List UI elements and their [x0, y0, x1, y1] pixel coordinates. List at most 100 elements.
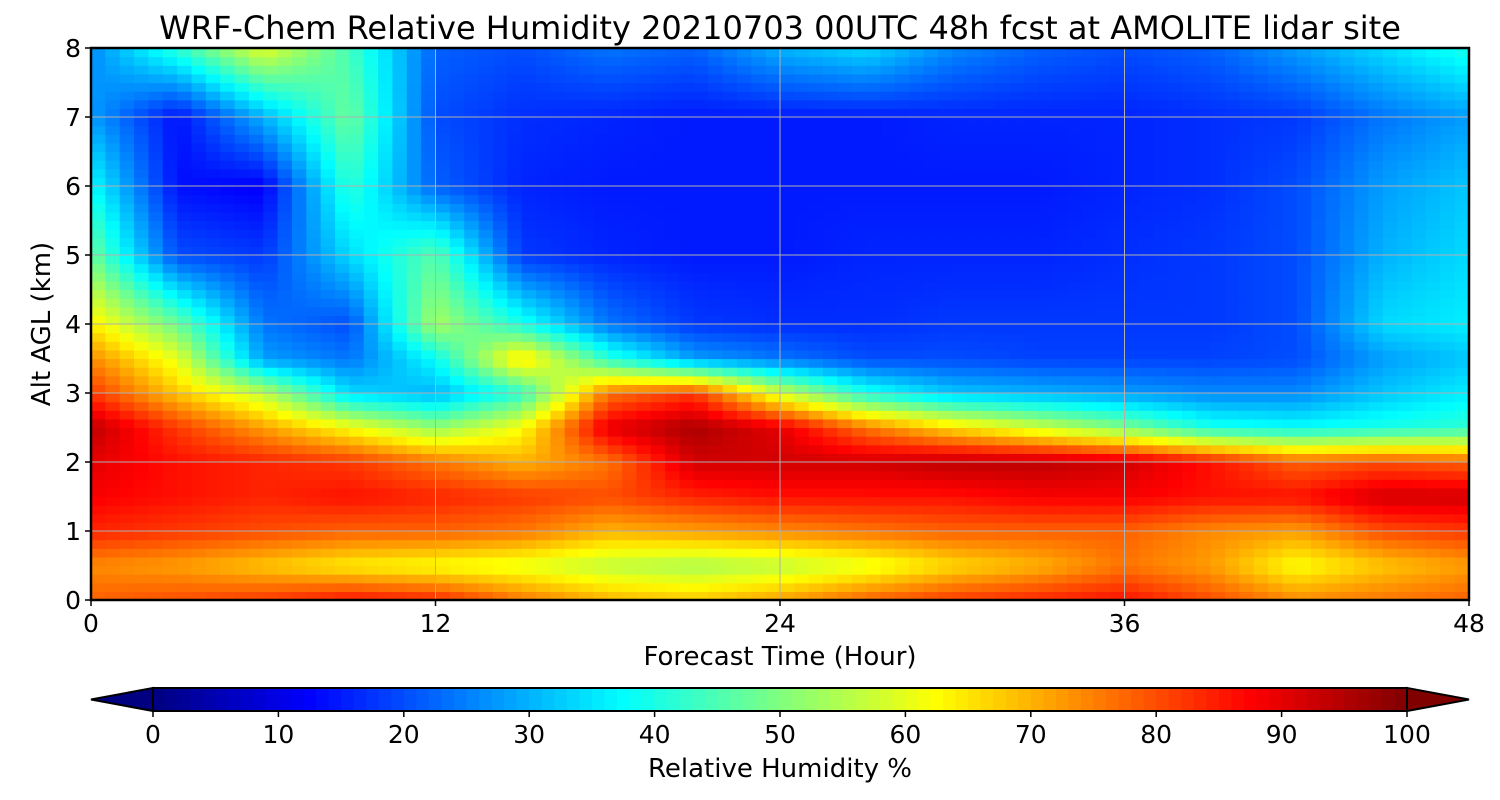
heatmap-cell [593, 220, 609, 230]
heatmap-cell [492, 479, 508, 489]
heatmap-cell [1052, 358, 1068, 368]
heatmap-cell [1124, 289, 1140, 299]
heatmap-cell [751, 151, 767, 161]
heatmap-cell [909, 556, 925, 567]
heatmap-cell [1038, 194, 1054, 204]
heatmap-cell [1167, 186, 1183, 196]
heatmap-cell [177, 168, 193, 178]
heatmap-cell [1167, 591, 1183, 600]
heatmap-cell [708, 418, 724, 429]
heatmap-cell [808, 384, 824, 394]
heatmap-cell [464, 289, 480, 299]
heatmap-cell [693, 418, 709, 429]
heatmap-cell [449, 289, 465, 299]
heatmap-cell [1167, 410, 1183, 420]
heatmap-cell [435, 401, 451, 411]
heatmap-cell [1196, 280, 1212, 291]
heatmap-cell [1224, 591, 1240, 600]
heatmap-cell [952, 427, 968, 437]
heatmap-cell [866, 298, 882, 308]
heatmap-cell [105, 591, 121, 600]
heatmap-cell [1138, 186, 1154, 196]
heatmap-cell [320, 358, 336, 368]
heatmap-cell [1253, 582, 1269, 592]
heatmap-cell [880, 401, 896, 411]
heatmap-cell [708, 160, 724, 170]
heatmap-cell [980, 332, 996, 342]
heatmap-cell [220, 203, 236, 213]
heatmap-cell [1325, 332, 1341, 342]
heatmap-cell [507, 401, 523, 411]
heatmap-cell [736, 280, 752, 291]
heatmap-cell [1181, 255, 1197, 265]
heatmap-cell [980, 513, 996, 523]
heatmap-cell [923, 246, 939, 256]
heatmap-cell [162, 522, 178, 532]
heatmap-cell [507, 539, 523, 549]
heatmap-cell [263, 272, 279, 282]
heatmap-cell [765, 436, 781, 446]
heatmap-cell [521, 263, 537, 273]
heatmap-cell [119, 220, 135, 230]
heatmap-cell [1153, 522, 1169, 532]
heatmap-cell [306, 358, 322, 368]
heatmap-cell [234, 186, 250, 196]
heatmap-cell [1425, 220, 1441, 230]
heatmap-cell [1296, 324, 1312, 334]
heatmap-cell [435, 220, 451, 230]
heatmap-cell [1095, 565, 1111, 575]
heatmap-cell [1368, 393, 1384, 403]
heatmap-cell [1196, 177, 1212, 187]
heatmap-cell [1425, 315, 1441, 325]
heatmap-cell [1095, 453, 1111, 463]
heatmap-cell [1067, 280, 1083, 291]
heatmap-cell [378, 332, 394, 342]
heatmap-cell [1425, 427, 1441, 437]
heatmap-cell [722, 220, 738, 230]
heatmap-cell [679, 289, 695, 299]
heatmap-cell [909, 306, 925, 316]
heatmap-cell [349, 341, 365, 351]
heatmap-cell [1382, 591, 1398, 600]
heatmap-cell [277, 151, 293, 161]
heatmap-cell [1411, 220, 1427, 230]
heatmap-cell [134, 263, 150, 273]
heatmap-cell [1354, 556, 1370, 567]
heatmap-cell [894, 203, 910, 213]
heatmap-cell [966, 479, 982, 489]
heatmap-cell [866, 393, 882, 403]
heatmap-cell [1354, 462, 1370, 472]
heatmap-cell [593, 548, 609, 558]
heatmap-cell [1411, 151, 1427, 161]
heatmap-cell [966, 324, 982, 334]
heatmap-cell [952, 177, 968, 187]
heatmap-cell [1440, 315, 1456, 325]
heatmap-cell [335, 522, 350, 532]
heatmap-cell [636, 556, 652, 567]
heatmap-cell [492, 349, 508, 360]
heatmap-cell [1382, 341, 1398, 351]
heatmap-cell [263, 324, 279, 334]
heatmap-cell [794, 332, 810, 342]
heatmap-cell [521, 211, 537, 222]
heatmap-cell [550, 444, 566, 454]
heatmap-cell [622, 470, 638, 480]
heatmap-cell [363, 211, 379, 222]
heatmap-cell [1253, 349, 1269, 360]
heatmap-cell [492, 229, 508, 239]
heatmap-cell [119, 496, 135, 506]
heatmap-cell [937, 531, 953, 541]
heatmap-cell [952, 237, 968, 247]
heatmap-cell [966, 298, 982, 308]
heatmap-cell [507, 367, 523, 377]
heatmap-cell [1382, 324, 1398, 334]
heatmap-cell [1024, 211, 1039, 222]
heatmap-cell [1124, 315, 1140, 325]
heatmap-cell [1454, 229, 1469, 239]
heatmap-cell [406, 367, 422, 377]
heatmap-cell [449, 237, 465, 247]
heatmap-cell [1024, 263, 1039, 273]
heatmap-cell [162, 582, 178, 592]
heatmap-cell [966, 574, 982, 584]
heatmap-cell [909, 324, 925, 334]
